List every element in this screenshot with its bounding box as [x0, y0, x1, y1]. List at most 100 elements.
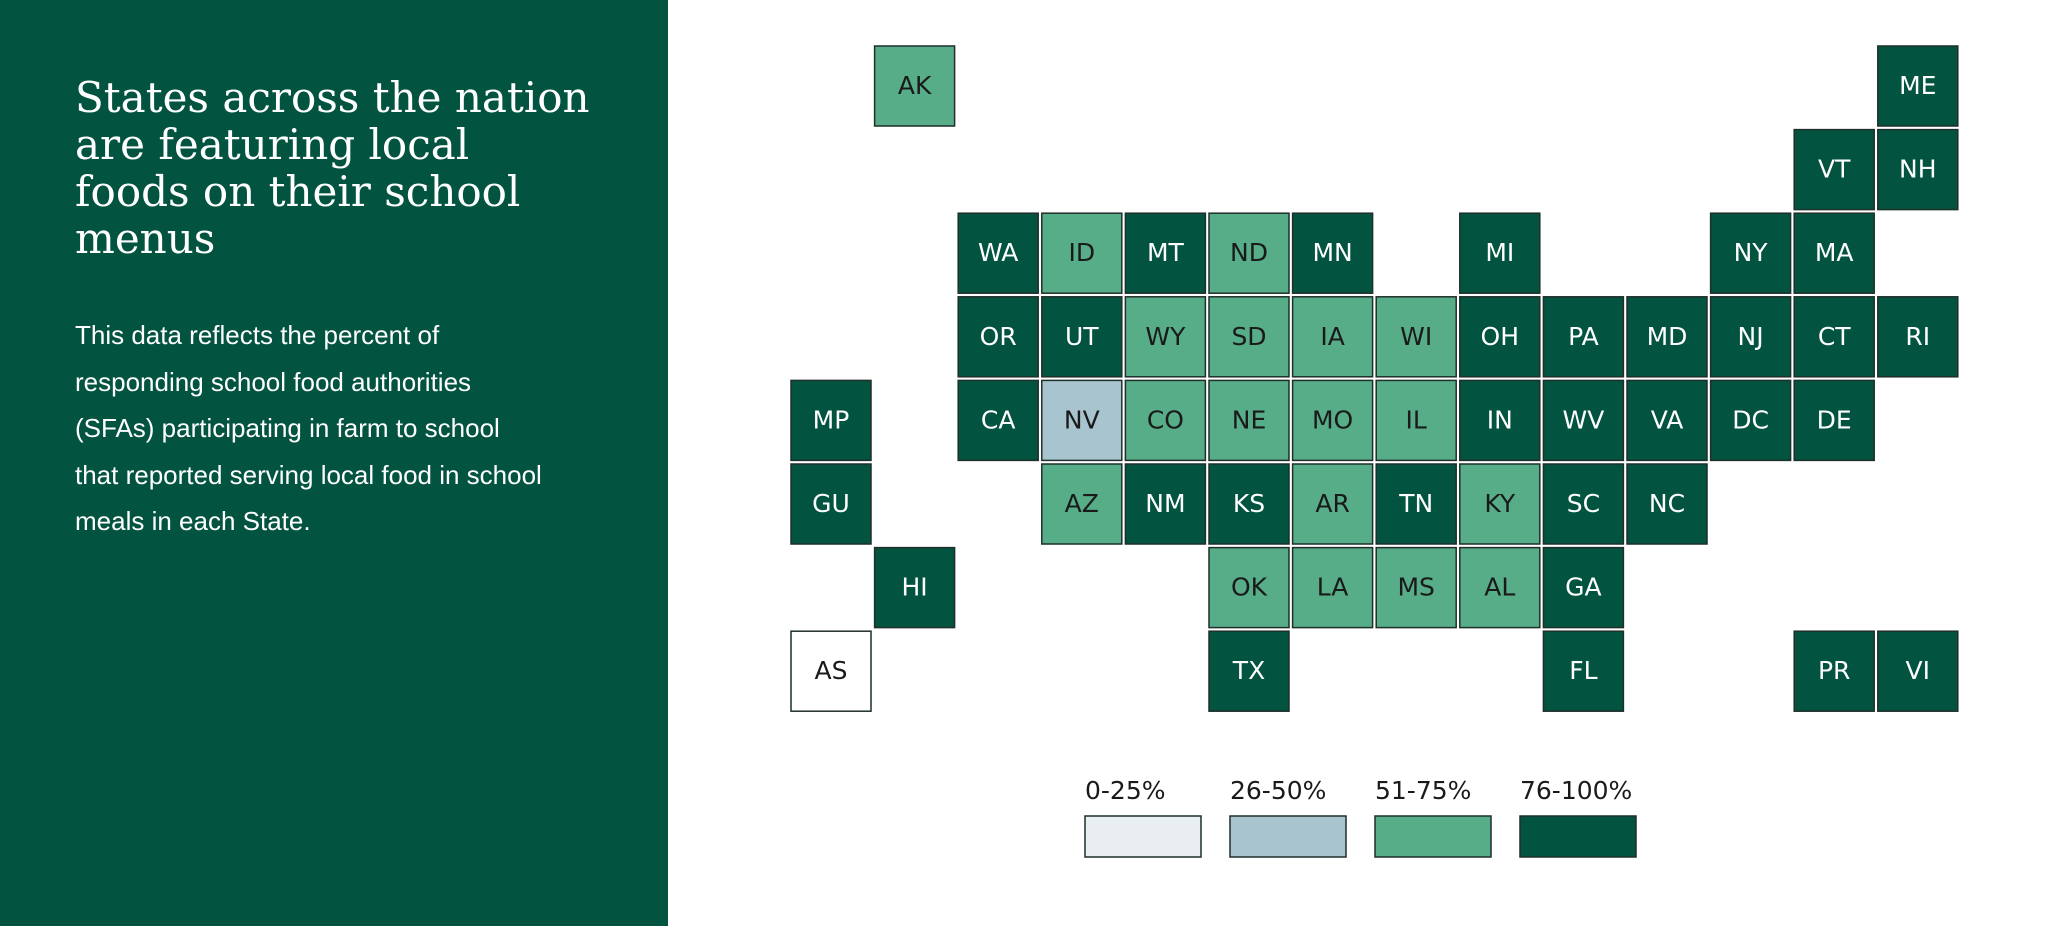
tile-label: SC: [1567, 489, 1600, 518]
tile-label: WI: [1400, 322, 1432, 351]
tile-label: UT: [1065, 322, 1099, 351]
tile: [1375, 379, 1457, 462]
tile: [1793, 379, 1875, 462]
tile: [1208, 463, 1290, 545]
tile-label: AK: [898, 71, 932, 100]
tile: [1124, 212, 1207, 294]
tile-label: OK: [1231, 573, 1268, 602]
tile: [1709, 296, 1792, 378]
tile-label: RI: [1905, 322, 1930, 351]
tile: [1208, 212, 1290, 294]
tile: [1542, 546, 1625, 629]
tile-label: CT: [1818, 322, 1851, 351]
legend-swatch: [1374, 815, 1492, 858]
title: States across the nation are featuring l…: [75, 73, 590, 263]
tile: [1375, 296, 1457, 378]
tile-label: AR: [1315, 489, 1349, 518]
tile: [1291, 296, 1374, 378]
tile-label: AZ: [1065, 489, 1099, 518]
tile: [1793, 296, 1875, 378]
side-panel: States across the nation are featuring l…: [0, 0, 668, 926]
tile: [1542, 296, 1625, 378]
tile-label: MA: [1815, 238, 1854, 267]
tile-label: MP: [813, 405, 850, 434]
tile-label: VI: [1906, 656, 1930, 685]
tile-label: NM: [1145, 489, 1185, 518]
tile: [1208, 546, 1290, 629]
tile: [790, 630, 872, 712]
tile-label: FL: [1569, 656, 1597, 685]
tile: [1877, 128, 1959, 211]
tile: [957, 379, 1039, 462]
tile-label: VT: [1818, 155, 1851, 184]
tile: [1793, 128, 1875, 211]
tile-label: SD: [1231, 322, 1266, 351]
tile: [1793, 630, 1875, 712]
tile-label: OR: [980, 322, 1017, 351]
tile: [1626, 379, 1708, 462]
tile-label: ND: [1230, 238, 1268, 267]
tile: [1041, 296, 1123, 378]
tile-label: GU: [812, 489, 850, 518]
tile-label: WY: [1145, 322, 1186, 351]
tile: [1877, 45, 1959, 127]
tile: [1208, 379, 1290, 462]
tile: [957, 212, 1039, 294]
tile-label: PR: [1818, 656, 1850, 685]
tile-label: MO: [1312, 405, 1353, 434]
tile: [1793, 212, 1875, 294]
tile-label: ID: [1068, 238, 1095, 267]
tile: [873, 546, 956, 629]
tile-label: HI: [902, 573, 928, 602]
legend-swatch: [1229, 815, 1347, 858]
tile-label: IA: [1320, 322, 1344, 351]
tile-label: DE: [1817, 405, 1852, 434]
tile-label: AS: [815, 656, 848, 685]
tile: [1877, 296, 1959, 378]
tile-label: KS: [1233, 489, 1265, 518]
tile-label: GA: [1565, 573, 1601, 602]
tile-label: WA: [978, 238, 1018, 267]
tile-label: VA: [1651, 405, 1684, 434]
tile: [1291, 463, 1374, 545]
tile: [1291, 379, 1374, 462]
tile-label: ME: [1899, 71, 1936, 100]
tile: [1375, 546, 1457, 629]
tile: [1041, 212, 1123, 294]
tile-label: TN: [1398, 489, 1433, 518]
tile: [1459, 546, 1541, 629]
legend-label: 0-25%: [1085, 776, 1166, 805]
tile: [1459, 296, 1541, 378]
tile-label: MI: [1485, 238, 1514, 267]
tile: [1208, 630, 1290, 712]
tile-label: NE: [1232, 405, 1267, 434]
tile: [1877, 630, 1959, 712]
tile: [1542, 379, 1625, 462]
tile: [957, 296, 1039, 378]
tile-label: IN: [1487, 405, 1513, 434]
tile: [1124, 379, 1207, 462]
description: This data reflects the percent of respon…: [75, 320, 542, 536]
tile: [790, 379, 872, 462]
legend-swatch: [1084, 815, 1202, 858]
tile: [790, 463, 872, 545]
tile: [1459, 379, 1541, 462]
tile: [1124, 296, 1207, 378]
tile-label: CA: [981, 405, 1016, 434]
tile-label: AL: [1484, 573, 1515, 602]
tile-label: NY: [1734, 238, 1769, 267]
tile-label: PA: [1568, 322, 1599, 351]
tile-label: NJ: [1738, 322, 1764, 351]
tile-label: TX: [1232, 656, 1265, 685]
tile-label: MD: [1647, 322, 1688, 351]
tile-label: MT: [1147, 238, 1185, 267]
tile: [1626, 463, 1708, 545]
tile: [1291, 212, 1374, 294]
tile-label: NH: [1899, 155, 1937, 184]
tile-label: OH: [1481, 322, 1519, 351]
legend-swatch: [1519, 815, 1637, 858]
tile-label: MS: [1397, 573, 1434, 602]
tile-label: NV: [1064, 405, 1100, 434]
tile: [1542, 630, 1625, 712]
